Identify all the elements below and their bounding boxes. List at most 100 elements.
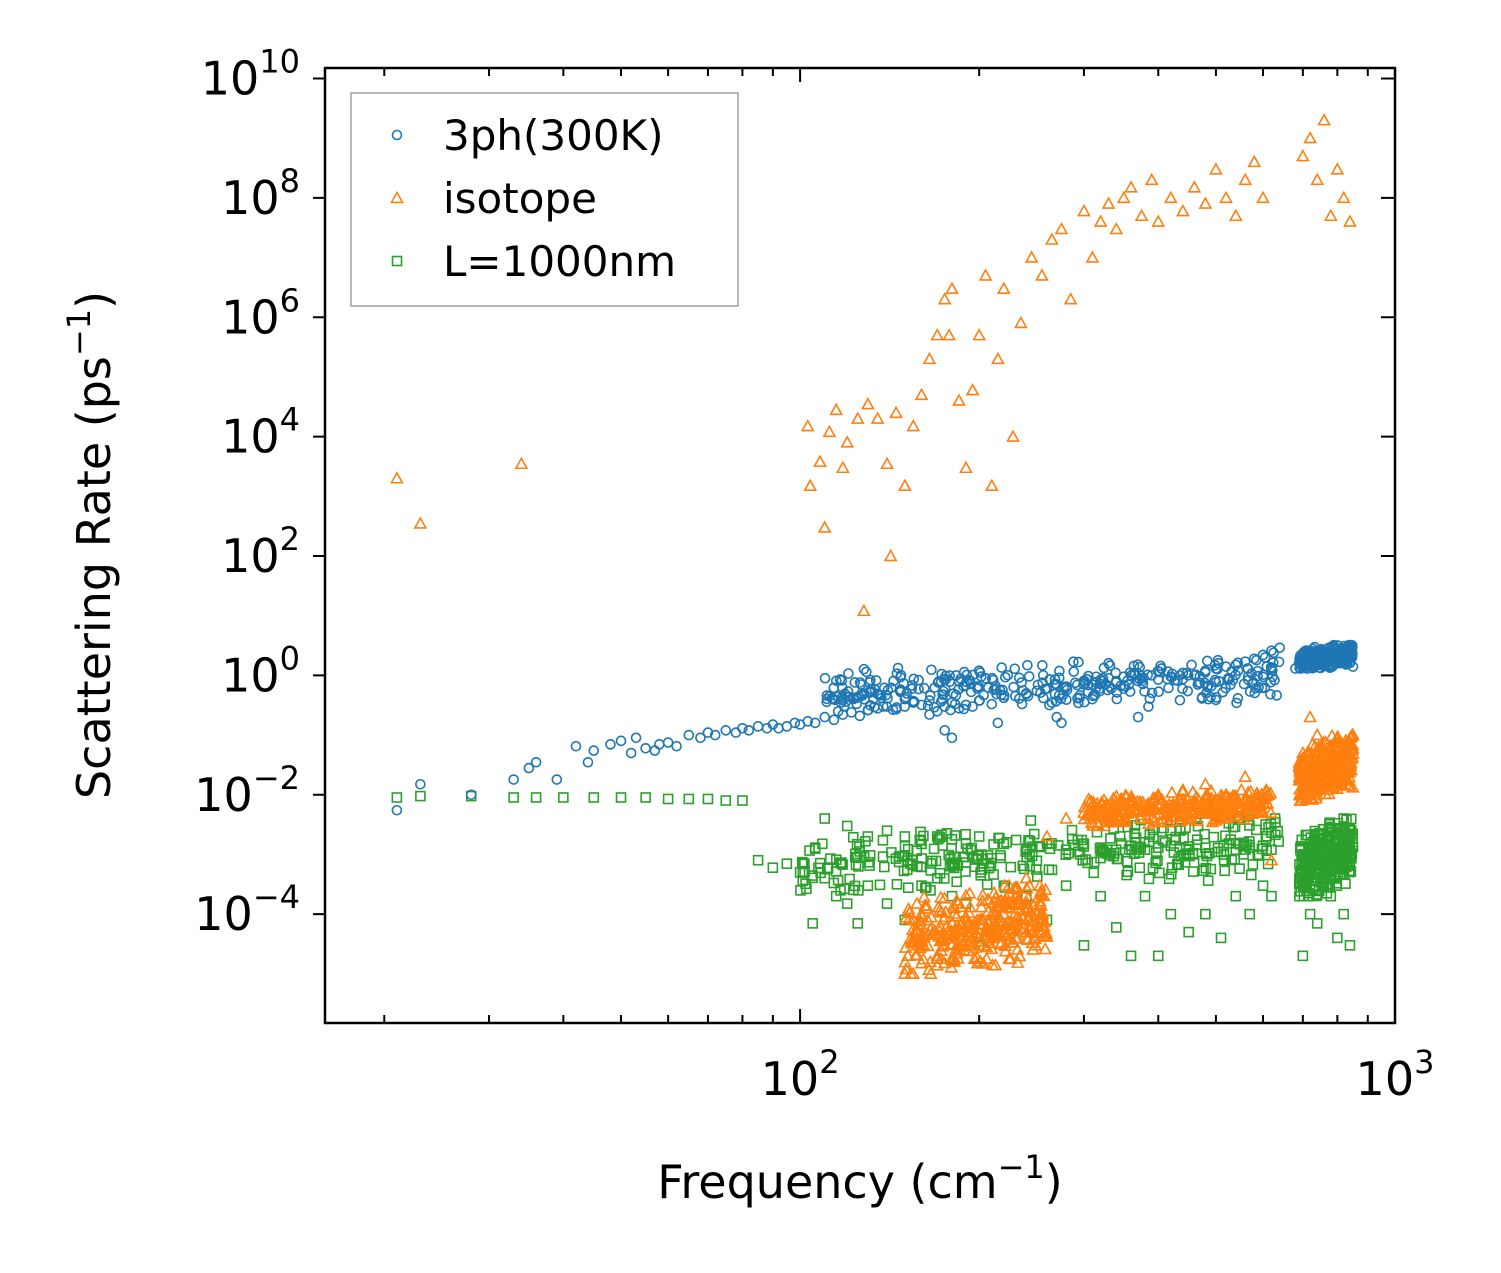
data-point-3ph-300k	[605, 739, 616, 750]
data-point-isotope	[991, 351, 1005, 365]
data-point-3ph-300k	[1143, 701, 1154, 712]
band-point	[849, 851, 861, 863]
band-point	[1259, 782, 1274, 796]
band-point	[1243, 674, 1254, 686]
data-point-3ph-300k	[508, 774, 519, 785]
band-point	[1153, 686, 1164, 698]
data-point-isotope	[1323, 777, 1338, 790]
data-point-isotope	[996, 924, 1011, 938]
data-point-isotope	[937, 292, 952, 305]
band-point	[921, 938, 935, 952]
band-point	[902, 882, 914, 894]
data-point-l-1000nm	[1215, 846, 1227, 858]
band-point	[1228, 803, 1243, 817]
data-point-l-1000nm	[862, 831, 874, 842]
data-point-l-1000nm	[841, 820, 853, 832]
data-point-isotope	[930, 948, 945, 962]
band-point	[937, 694, 948, 705]
band-point	[891, 879, 903, 890]
data-point-3ph-300k	[924, 695, 935, 706]
data-point-l-1000nm	[683, 793, 695, 805]
data-point-3ph-300k	[1174, 670, 1186, 681]
data-point-isotope	[959, 924, 973, 938]
data-point-isotope	[1343, 759, 1357, 772]
legend-marker-circle	[391, 129, 403, 141]
band-point	[1296, 834, 1308, 846]
band-point	[908, 673, 920, 685]
band-point	[1175, 807, 1190, 820]
band-point	[1299, 880, 1311, 892]
band-point	[957, 942, 971, 956]
legend-item-l-1000nm: L=1000nm	[391, 237, 676, 286]
band-point	[1345, 639, 1356, 651]
band-point	[1024, 913, 1039, 927]
band-point	[925, 858, 937, 869]
band-point	[1344, 729, 1359, 742]
data-point-isotope	[1303, 709, 1317, 723]
band-point	[880, 689, 892, 701]
data-point-l-1000nm	[1095, 842, 1106, 853]
band-point	[923, 966, 938, 980]
data-point-isotope	[1219, 190, 1233, 204]
data-point-3ph-300k	[523, 762, 535, 774]
band-point	[1205, 863, 1217, 875]
band-point	[1294, 771, 1309, 785]
band-point	[1025, 815, 1037, 826]
band-point	[858, 663, 870, 675]
band-point	[1011, 897, 1026, 911]
band-point	[1088, 867, 1100, 879]
band-point	[1138, 836, 1150, 848]
band-point	[1316, 860, 1327, 872]
band-point	[1165, 785, 1179, 798]
data-point-l-1000nm	[1110, 922, 1122, 933]
data-point-isotope	[1006, 429, 1020, 442]
band-point	[1263, 785, 1278, 799]
data-point-l-1000nm	[946, 833, 958, 845]
band-point	[907, 934, 921, 947]
data-point-3ph-300k	[683, 729, 695, 741]
band-point	[1009, 663, 1021, 675]
band-point	[1134, 674, 1146, 685]
data-point-3ph-300k	[809, 717, 821, 729]
data-point-isotope	[1310, 172, 1325, 186]
band-point	[1018, 863, 1030, 875]
band-point	[1332, 755, 1347, 769]
data-point-3ph-300k	[802, 716, 814, 727]
band-point	[1293, 793, 1308, 806]
band-point	[962, 915, 977, 929]
data-point-l-1000nm	[391, 792, 403, 803]
band-point	[890, 853, 902, 864]
data-point-3ph-300k	[1268, 647, 1279, 658]
band-point	[1346, 746, 1360, 759]
band-point	[996, 689, 1007, 701]
band-point	[1174, 694, 1186, 706]
data-point-isotope	[390, 471, 404, 484]
data-point-3ph-300k	[828, 714, 840, 726]
band-point	[1199, 789, 1214, 802]
data-point-3ph-300k	[1239, 656, 1251, 667]
data-point-3ph-300k	[1230, 659, 1242, 671]
data-point-3ph-300k	[924, 709, 935, 720]
band-point	[1053, 672, 1065, 684]
band-point	[1180, 799, 1194, 812]
data-point-isotope	[1295, 745, 1310, 759]
band-point	[1122, 866, 1134, 878]
band-point	[981, 879, 993, 890]
data-point-l-1000nm	[881, 898, 893, 909]
band-point	[939, 931, 954, 944]
band-point	[1038, 882, 1053, 895]
data-point-l-1000nm	[1311, 840, 1323, 852]
data-point-3ph-300k	[939, 725, 950, 736]
band-point	[1257, 671, 1269, 683]
band-point	[949, 858, 961, 870]
band-point	[1340, 878, 1351, 889]
data-point-3ph-300k	[1031, 685, 1043, 697]
band-point	[1334, 775, 1349, 789]
data-point-isotope	[1116, 190, 1131, 204]
band-point	[957, 851, 969, 863]
band-point	[817, 838, 828, 850]
data-point-isotope	[1045, 232, 1059, 245]
data-point-l-1000nm	[1200, 842, 1211, 853]
data-point-3ph-300k	[1186, 659, 1197, 671]
